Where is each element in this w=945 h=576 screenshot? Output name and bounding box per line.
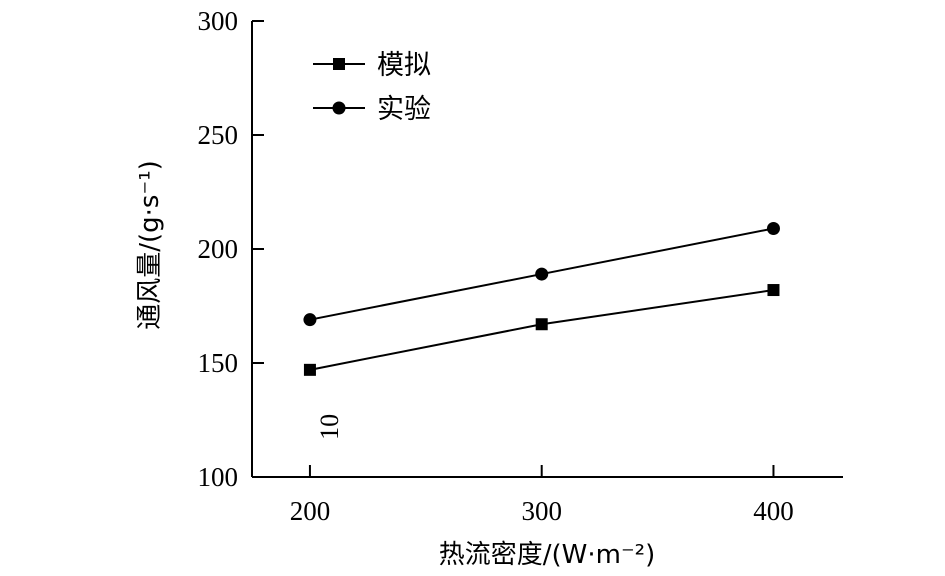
x-tick-label: 200 [290, 496, 331, 526]
legend-label: 实验 [377, 94, 431, 125]
data-point [535, 267, 549, 281]
y-tick-label: 150 [198, 348, 239, 378]
legend-item: 实验 [313, 94, 431, 125]
annotations: 10 [315, 414, 344, 440]
data-point [767, 284, 780, 297]
x-axis-title: 热流密度/(W·m⁻²) [439, 540, 656, 570]
legend-label: 模拟 [377, 50, 431, 81]
y-tick-label: 200 [198, 234, 239, 264]
data-point [303, 313, 317, 327]
data-point [766, 221, 780, 235]
legend-marker [332, 101, 346, 115]
x-axis: 200 300 400 [252, 465, 843, 526]
series-2 [303, 221, 780, 327]
legend-marker [333, 58, 345, 70]
y-tick-label: 300 [198, 6, 239, 36]
series-1 [303, 284, 780, 376]
y-axis: 100 150 200 250 300 [198, 6, 264, 492]
y-tick-label: 250 [198, 120, 239, 150]
annotation-text: 10 [315, 414, 344, 440]
data-point [303, 363, 316, 376]
x-tick-label: 400 [753, 496, 794, 526]
y-tick-label: 100 [198, 462, 239, 492]
data-point [535, 318, 548, 331]
series-layer [303, 221, 780, 376]
y-axis-title: 通风量/(g·s⁻¹) [135, 160, 165, 330]
x-tick-label: 300 [521, 496, 562, 526]
legend-item: 模拟 [313, 50, 431, 81]
